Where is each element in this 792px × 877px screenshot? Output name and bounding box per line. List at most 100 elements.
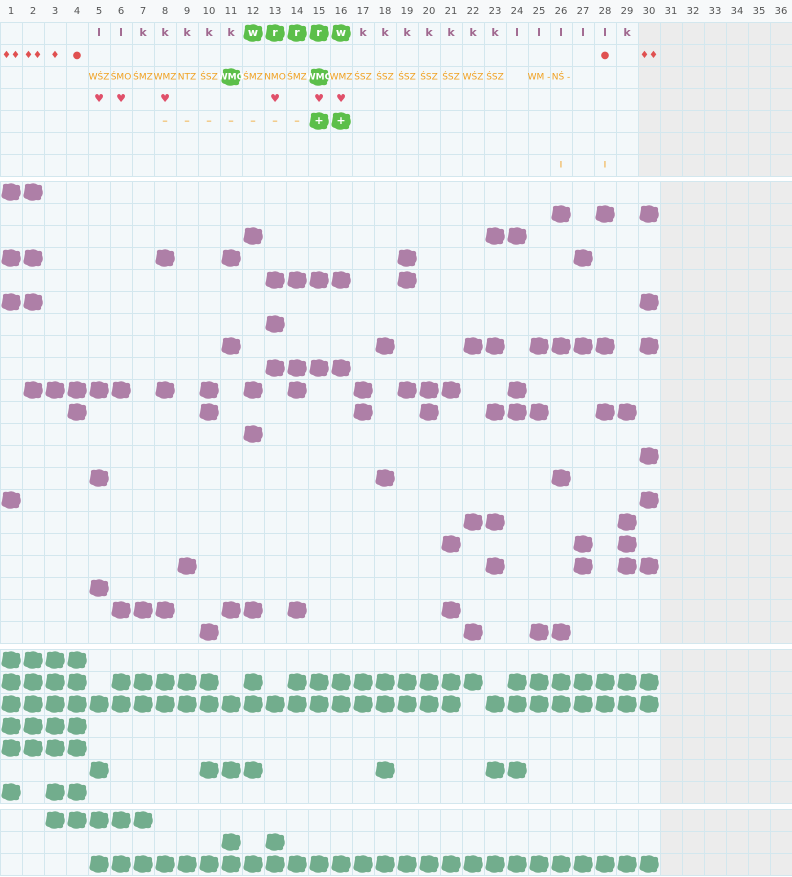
badge-bg <box>331 24 351 42</box>
label-mark: NTZ <box>178 73 196 83</box>
green-blob <box>199 673 219 691</box>
purple-blob <box>199 403 219 421</box>
badge-bg <box>309 24 329 42</box>
green-blob <box>1 739 21 757</box>
letter-mark: k <box>227 26 235 39</box>
column-number: 1 <box>8 6 14 17</box>
purple-blob <box>265 271 285 289</box>
column-number: 33 <box>709 6 722 17</box>
label-mark: WŚZ <box>463 71 484 83</box>
purple-blob <box>221 249 241 267</box>
green-blob <box>617 855 637 873</box>
column-number: 9 <box>184 6 190 17</box>
letter-mark: l <box>559 26 563 39</box>
green-blob <box>353 673 373 691</box>
letter-mark: l <box>603 26 607 39</box>
badge-text: + <box>336 114 345 127</box>
purple-blob <box>485 227 505 245</box>
green-blob <box>133 695 153 713</box>
purple-blob <box>309 359 329 377</box>
green-blob <box>133 673 153 691</box>
purple-blob <box>1 293 21 311</box>
purple-blob <box>353 381 373 399</box>
green-blob <box>573 695 593 713</box>
label-mark: ŚMO <box>111 71 132 83</box>
badge-bg <box>331 112 351 130</box>
green-blob <box>67 783 87 801</box>
green-blob <box>23 673 43 691</box>
green-blob <box>243 761 263 779</box>
green-blob <box>221 855 241 873</box>
column-number: 30 <box>643 6 656 17</box>
green-blob <box>155 695 175 713</box>
label-mark: WŚZ <box>89 71 110 83</box>
purple-blob <box>45 381 65 399</box>
purple-blob <box>23 381 43 399</box>
purple-blob <box>287 381 307 399</box>
purple-blob <box>353 403 373 421</box>
purple-blob <box>243 227 263 245</box>
green-blob <box>309 695 329 713</box>
section-gray <box>638 22 792 176</box>
label-mark: ŚSZ <box>354 71 372 83</box>
green-blob <box>551 673 571 691</box>
green-blob <box>397 695 417 713</box>
purple-blob <box>529 337 549 355</box>
purple-blob <box>617 557 637 575</box>
purple-blob <box>375 337 395 355</box>
column-number: 13 <box>269 6 282 17</box>
green-blob <box>1 717 21 735</box>
green-blob <box>23 717 43 735</box>
green-blob <box>375 761 395 779</box>
column-number: 34 <box>731 6 744 17</box>
letter-mark: l <box>515 26 519 39</box>
badge-bg <box>309 112 329 130</box>
green-blob <box>485 761 505 779</box>
purple-blob <box>485 557 505 575</box>
heart-mark: ♥ <box>314 92 324 105</box>
green-blob <box>507 673 527 691</box>
purple-blob <box>309 271 329 289</box>
purple-blob <box>133 601 153 619</box>
green-blob <box>287 695 307 713</box>
column-number: 21 <box>445 6 458 17</box>
label-mark: ŚSZ <box>420 71 438 83</box>
green-blob <box>45 695 65 713</box>
green-blob <box>265 695 285 713</box>
purple-blob <box>265 315 285 333</box>
green-blob <box>595 695 615 713</box>
green-blob <box>177 673 197 691</box>
purple-blob <box>595 403 615 421</box>
purple-blob <box>23 293 43 311</box>
purple-blob <box>617 535 637 553</box>
green-blob <box>419 855 439 873</box>
green-blob <box>221 833 241 851</box>
purple-blob <box>463 337 483 355</box>
label-mark: ŚSZ <box>398 71 416 83</box>
green-blob <box>595 673 615 691</box>
purple-blob <box>331 271 351 289</box>
column-number: 19 <box>401 6 414 17</box>
green-blob <box>397 855 417 873</box>
green-blob <box>155 673 175 691</box>
column-number: 5 <box>96 6 102 17</box>
green-blob <box>441 695 461 713</box>
purple-blob <box>441 535 461 553</box>
green-blob <box>243 855 263 873</box>
letter-mark: k <box>161 26 169 39</box>
letter-mark: k <box>381 26 389 39</box>
purple-blob <box>89 579 109 597</box>
green-blob <box>221 695 241 713</box>
column-number: 10 <box>203 6 216 17</box>
purple-blob <box>507 403 527 421</box>
purple-blob <box>221 337 241 355</box>
purple-blob <box>551 623 571 641</box>
column-number: 23 <box>489 6 502 17</box>
purple-blob <box>287 359 307 377</box>
green-blob <box>67 739 87 757</box>
green-blob <box>507 855 527 873</box>
letter-mark: l <box>537 26 541 39</box>
green-blob <box>507 761 527 779</box>
purple-blob <box>67 403 87 421</box>
